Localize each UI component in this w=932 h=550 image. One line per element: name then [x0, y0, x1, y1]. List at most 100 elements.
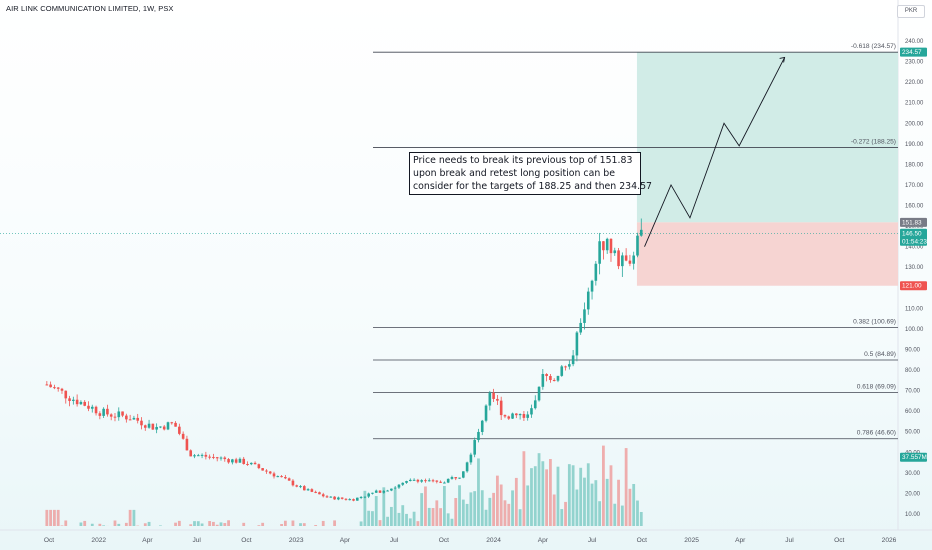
- candle-body: [594, 263, 598, 281]
- candle-body: [90, 406, 94, 409]
- volume-bar: [620, 505, 624, 526]
- volume-bar: [159, 525, 162, 526]
- candle-body: [450, 477, 454, 479]
- candle-body: [390, 488, 393, 491]
- y-tick-label: 100.00: [905, 327, 924, 333]
- y-tick-label: 80.00: [905, 368, 921, 374]
- volume-bar: [439, 508, 443, 526]
- candle-body: [518, 414, 522, 416]
- volume-bar: [446, 513, 450, 526]
- candle-body: [314, 491, 317, 493]
- candle-body: [609, 238, 613, 254]
- volume-bar: [552, 494, 556, 526]
- volume-bar: [454, 498, 458, 526]
- candle-body: [276, 476, 280, 478]
- candle-body: [325, 496, 329, 498]
- annotation-note: Price needs to break its previous top of…: [409, 152, 653, 195]
- x-tick-label: 2022: [91, 537, 106, 544]
- volume-bar: [598, 501, 602, 526]
- volume-bar: [567, 464, 571, 526]
- volume-bar: [147, 521, 151, 526]
- volume-bar: [219, 522, 223, 526]
- volume-bar: [450, 518, 454, 526]
- volume-bar: [636, 500, 639, 526]
- candle-body: [143, 425, 147, 428]
- candle-body: [393, 487, 397, 489]
- candle-body: [212, 456, 215, 458]
- candle-body: [465, 462, 469, 472]
- candle-body: [280, 476, 283, 478]
- volume-bar: [484, 509, 488, 526]
- volume-bar: [549, 459, 552, 526]
- candle-body: [242, 458, 246, 464]
- currency-button[interactable]: PKR: [897, 5, 925, 18]
- volume-bar: [60, 525, 64, 526]
- volume-bar: [90, 523, 94, 526]
- candle-body: [204, 454, 208, 457]
- candle-body: [329, 496, 333, 498]
- volume-bar: [189, 524, 193, 526]
- x-tick-label: Jul: [390, 537, 399, 544]
- annotation-line: upon break and retest long position can …: [413, 168, 615, 179]
- candle-body: [113, 416, 117, 418]
- volume-bar: [458, 485, 461, 526]
- candle-body: [261, 468, 264, 471]
- candle-body: [53, 387, 56, 389]
- candle-body: [484, 405, 488, 421]
- candle-body: [583, 309, 586, 323]
- candle-body: [189, 450, 193, 457]
- volume-bar: [575, 489, 579, 526]
- volume-bar: [507, 503, 511, 526]
- price-tag-label: 146.50: [902, 230, 922, 237]
- candle-body: [446, 478, 450, 483]
- candle-body: [121, 411, 124, 416]
- y-tick-label: 140.00: [905, 245, 924, 251]
- y-tick-label: 110.00: [905, 306, 924, 312]
- candle-body: [613, 250, 617, 254]
- candle-body: [545, 374, 548, 377]
- y-tick-label: 180.00: [905, 162, 924, 168]
- annotation-line: consider for the targets of 188.25 and t…: [413, 181, 653, 192]
- fib-level-label: 0.382 (100.69): [853, 318, 896, 325]
- y-tick-label: 230.00: [905, 60, 924, 66]
- chart-title: AIR LINK COMMUNICATION LIMITED, 1W, PSX: [6, 4, 174, 13]
- volume-bar: [602, 445, 605, 526]
- volume-bar: [560, 509, 564, 526]
- volume-bar: [124, 522, 128, 526]
- volume-bar: [537, 453, 541, 526]
- volume-bar: [401, 505, 405, 526]
- candle-body: [598, 241, 601, 264]
- candle-body: [503, 415, 507, 417]
- candle-body: [492, 392, 495, 399]
- volume-bar: [143, 523, 147, 526]
- candle-body: [231, 459, 234, 463]
- volume-bar: [227, 520, 230, 526]
- candle-body: [272, 473, 276, 477]
- candle-body: [511, 413, 514, 419]
- y-tick-label: 10.00: [905, 512, 921, 518]
- price-tag-countdown: 01:54:23: [902, 238, 927, 245]
- volume-bar: [461, 499, 465, 526]
- volume-bar: [174, 522, 177, 526]
- candle-body: [462, 471, 465, 478]
- candle-body: [223, 457, 227, 460]
- candle-body: [530, 408, 533, 415]
- candle-body: [257, 464, 261, 469]
- candle-body: [374, 490, 378, 493]
- volume-bar: [83, 520, 87, 526]
- fib-level-label: -0.272 (188.25): [851, 138, 896, 145]
- volume-bar: [389, 506, 393, 526]
- candle-body: [348, 499, 352, 501]
- candle-body: [356, 497, 359, 501]
- x-tick-label: Apr: [735, 537, 746, 544]
- volume-bar: [291, 520, 295, 526]
- volume-bar: [374, 496, 378, 526]
- volume-bar: [541, 461, 545, 526]
- candle-body: [458, 477, 461, 479]
- volume-bar: [200, 523, 204, 526]
- y-tick-label: 210.00: [905, 101, 924, 107]
- volume-bar: [53, 509, 56, 526]
- x-tick-label: Oct: [241, 537, 251, 544]
